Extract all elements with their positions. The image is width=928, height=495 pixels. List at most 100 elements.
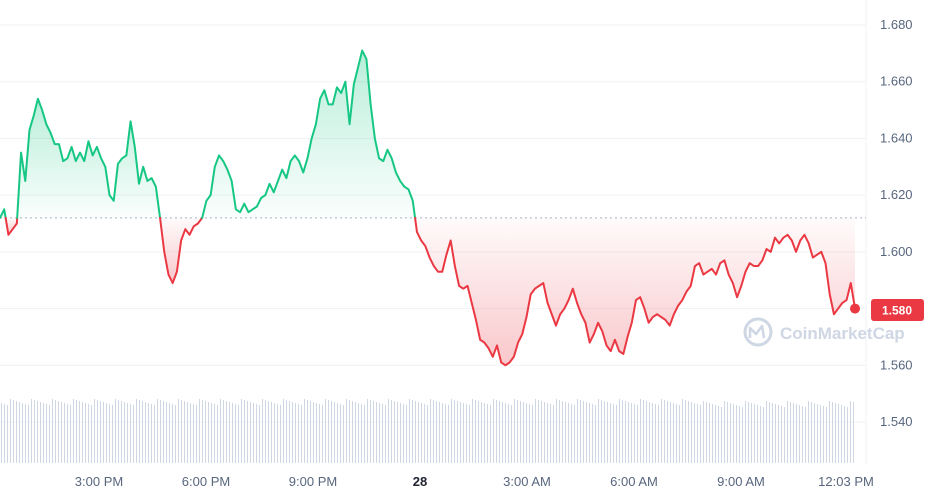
volume-bar (454, 400, 455, 463)
volume-bar (550, 404, 551, 463)
volume-bar (676, 404, 677, 463)
volume-bar (652, 403, 653, 463)
volume-bar (163, 401, 164, 463)
volume-bar (634, 404, 635, 463)
volume-bar (106, 403, 107, 463)
volume-bar (610, 403, 611, 463)
volume-bar (619, 399, 620, 463)
volume-bar (364, 405, 365, 463)
volume-bar (700, 405, 701, 463)
volume-bar (823, 406, 824, 463)
volume-bar (88, 404, 89, 463)
volume-bar (688, 401, 689, 463)
volume-bar (559, 400, 560, 463)
volume-bar (370, 400, 371, 463)
volume-bar (781, 406, 782, 463)
volume-bar (838, 404, 839, 463)
volume-bar (100, 401, 101, 463)
volume-bar (571, 404, 572, 463)
volume-bar (787, 401, 788, 463)
volume-bar (583, 401, 584, 463)
volume-bar (697, 404, 698, 463)
volume-bar (832, 402, 833, 463)
volume-bar (244, 400, 245, 463)
volume-bar (556, 399, 557, 463)
volume-bar (79, 401, 80, 463)
volume-bar (283, 399, 284, 463)
volume-bar (469, 405, 470, 463)
volume-bar (268, 401, 269, 463)
volume-bar (394, 401, 395, 463)
volume-bar (238, 405, 239, 463)
volume-bar (61, 402, 62, 463)
volume-bar (499, 401, 500, 463)
volume-bar (412, 400, 413, 463)
volume-bar (4, 404, 5, 463)
volume-bar (145, 402, 146, 463)
volume-bar (235, 404, 236, 463)
volume-bar (124, 402, 125, 463)
volume-bar (154, 405, 155, 463)
volume-bar (391, 400, 392, 463)
price-lines (0, 49, 856, 367)
volume-bar (304, 399, 305, 463)
volume-bar (655, 404, 656, 463)
volume-bar (253, 403, 254, 463)
volume-bar (400, 403, 401, 463)
volume-bar (775, 404, 776, 463)
volume-bar (229, 402, 230, 463)
volume-bar (802, 406, 803, 463)
volume-bar (385, 405, 386, 463)
price-line-up (201, 49, 417, 219)
y-tick-label: 1.560 (880, 357, 913, 372)
volume-bar (10, 399, 11, 463)
volume-bar (580, 400, 581, 463)
volume-bar (547, 403, 548, 463)
coinmarketcap-watermark: CoinMarketCap (743, 317, 905, 347)
volume-bar (184, 401, 185, 463)
volume-bar (109, 404, 110, 463)
volume-bar (607, 402, 608, 463)
last-price-dot (850, 303, 860, 314)
volume-bar (40, 402, 41, 463)
volume-bar (472, 399, 473, 463)
volume-bar (526, 403, 527, 463)
y-tick-label: 1.620 (880, 187, 913, 202)
volume-bar (637, 405, 638, 463)
volume-bar (172, 404, 173, 463)
volume-bar (502, 402, 503, 463)
volume-bar (133, 405, 134, 463)
volume-bar (598, 399, 599, 463)
volume-bar (223, 400, 224, 463)
volume-bar (322, 405, 323, 463)
volume-bar (97, 400, 98, 463)
volume-bar (691, 402, 692, 463)
volume-bar (796, 404, 797, 463)
volume-bar (334, 402, 335, 463)
volume-bar (286, 400, 287, 463)
price-line-up (0, 208, 7, 219)
volume-bar (16, 401, 17, 463)
volume-bar (373, 401, 374, 463)
volume-bar (484, 403, 485, 463)
volume-bar (307, 400, 308, 463)
area-below-baseline (415, 217, 855, 366)
volume-bar (193, 404, 194, 463)
volume-bar (313, 402, 314, 463)
volume-bar (409, 399, 410, 463)
volume-bar (1, 403, 2, 463)
volume-bar (190, 403, 191, 463)
volume-bar (706, 402, 707, 463)
volume-bar (601, 400, 602, 463)
volume-bar (361, 404, 362, 463)
volume-bar (673, 403, 674, 463)
volume-bar (55, 400, 56, 463)
volume-bar (649, 402, 650, 463)
volume-bar (628, 402, 629, 463)
x-tick-label: 3:00 PM (75, 474, 123, 489)
volume-bar (523, 402, 524, 463)
volume-bar (790, 402, 791, 463)
volume-bar (406, 405, 407, 463)
volume-bar (496, 400, 497, 463)
volume-bar (25, 404, 26, 463)
